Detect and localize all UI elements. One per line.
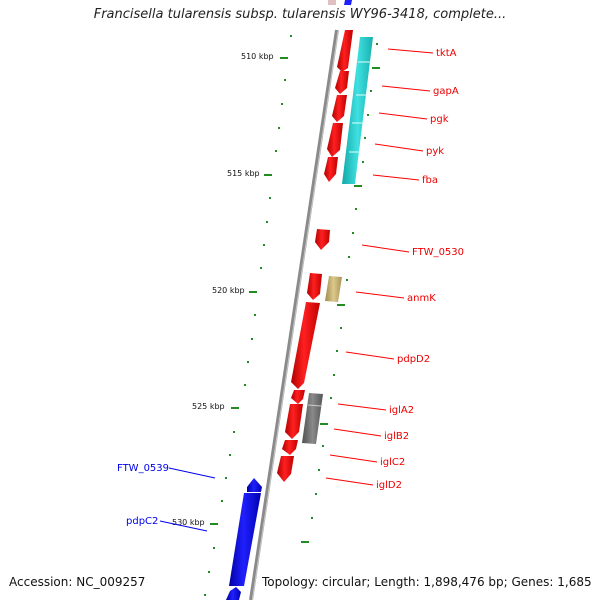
scale-label-515: 515 kbp (227, 169, 260, 178)
genome-backbone (249, 29, 339, 600)
gene-gapA[interactable] (335, 71, 349, 94)
accession-text: Accession: NC_009257 (9, 575, 146, 589)
scale-label-510: 510 kbp (241, 52, 274, 61)
leader-lines-left (159, 467, 216, 532)
feature-track-gray[interactable] (302, 393, 323, 444)
gene-FTW_0539[interactable] (247, 478, 262, 492)
gene-label-pgk[interactable]: pgk (430, 114, 449, 125)
gene-label-tktA[interactable]: tktA (436, 48, 457, 59)
feature-track-khaki[interactable] (325, 276, 342, 302)
gene-label-iglB2[interactable]: iglB2 (384, 431, 409, 442)
gene-iglA2[interactable] (291, 390, 305, 404)
gene-label-iglC2[interactable]: iglC2 (380, 457, 405, 468)
gene-label-iglD2[interactable]: iglD2 (376, 480, 402, 491)
gene-pgk[interactable] (332, 95, 347, 122)
gene-label-anmK[interactable]: anmK (407, 293, 436, 304)
gene-label-fba[interactable]: fba (422, 175, 438, 186)
feature-track-cyan[interactable] (342, 37, 373, 184)
gene-label-iglA2[interactable]: iglA2 (389, 405, 414, 416)
gene-pdpC2[interactable] (229, 493, 261, 586)
gene-label-gapA[interactable]: gapA (433, 86, 459, 97)
feature-track-gray-divider (307, 404, 322, 407)
gene-label-FTW_0530[interactable]: FTW_0530 (412, 247, 464, 258)
scale-label-520: 520 kbp (212, 286, 245, 295)
gene-anmK[interactable] (307, 273, 322, 300)
gene-label-FTW_0539[interactable]: FTW_0539 (117, 463, 169, 474)
scale-ticks (204, 35, 292, 596)
genome-summary-text: Topology: circular; Length: 1,898,476 bp… (262, 575, 592, 589)
gene-FTW_0530[interactable] (315, 229, 330, 250)
gene-minus-bottom[interactable] (226, 587, 241, 600)
gene-fba[interactable] (324, 157, 338, 182)
leader-lines-right (325, 48, 434, 486)
genome-backbone-highlight (251, 29, 339, 600)
gene-pyk[interactable] (327, 123, 343, 157)
gene-tktA[interactable] (337, 30, 353, 72)
scale-ticks-right (301, 43, 380, 543)
scale-label-530: 530 kbp (172, 518, 205, 527)
gene-iglD2[interactable] (277, 456, 294, 482)
partial-feature-top-left (328, 0, 336, 5)
gene-iglC2[interactable] (282, 440, 298, 455)
gene-label-pdpC2[interactable]: pdpC2 (126, 516, 158, 527)
gene-label-pdpD2[interactable]: pdpD2 (397, 354, 430, 365)
gene-pdpD2[interactable] (291, 302, 320, 389)
gene-label-pyk[interactable]: pyk (426, 146, 444, 157)
map-title: Francisella tularensis subsp. tularensis… (93, 7, 507, 22)
gene-iglB2[interactable] (285, 404, 303, 439)
partial-feature-top-blue (344, 0, 352, 5)
scale-label-525: 525 kbp (192, 402, 225, 411)
